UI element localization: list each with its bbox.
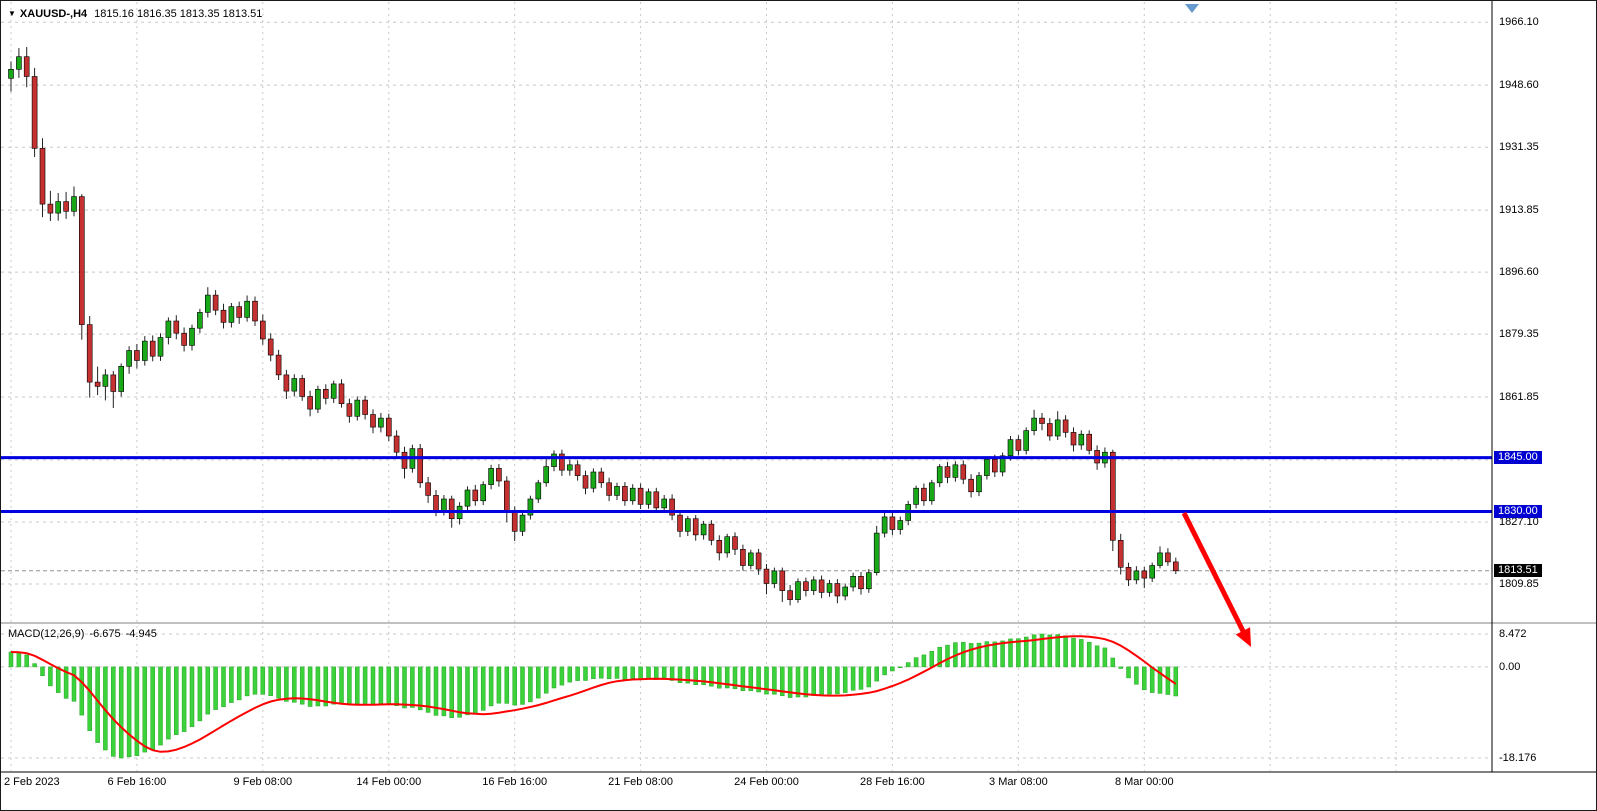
macd-axis-label: 8.472: [1499, 628, 1527, 640]
trend-arrow[interactable]: [1181, 511, 1251, 647]
time-axis-label: 6 Feb 16:00: [107, 776, 167, 788]
time-axis-label: 28 Feb 16:00: [859, 776, 925, 788]
price-axis-label: 1913.85: [1499, 204, 1539, 217]
indicator-label: MACD(12,26,9) -6.675 -4.945: [8, 628, 162, 640]
indicator-main-value: -6.675: [89, 628, 121, 640]
price-axis-label: 1931.35: [1499, 141, 1539, 154]
chart-shift-marker[interactable]: [1185, 4, 1199, 13]
chart-menu-arrow-icon[interactable]: ▼: [8, 9, 16, 18]
time-axis-label: 9 Feb 08:00: [233, 776, 293, 788]
indicator-signal-value: -4.945: [125, 628, 157, 640]
price-axis-label: 1827.10: [1499, 516, 1539, 528]
time-axis-label: 16 Feb 16:00: [482, 776, 548, 788]
price-axis-label: 1879.35: [1499, 328, 1539, 341]
vertical-grid-lines: [10, 2, 1397, 771]
time-axis-label: 2 Feb 2023: [4, 776, 60, 788]
time-axis-label: 21 Feb 08:00: [608, 776, 674, 788]
macd-histogram: [8, 633, 1179, 759]
symbol-ohlc-values: 1815.16 1816.35 1813.35 1813.51: [94, 8, 263, 20]
time-axis-label: 3 Mar 08:00: [989, 776, 1048, 788]
symbol-info-bar: ▼ XAUUSD-,H4 1815.16 1816.35 1813.35 1813.…: [8, 8, 262, 20]
time-axis-label: 8 Mar 00:00: [1114, 776, 1174, 788]
time-axis[interactable]: 2 Feb 2023 6 Feb 16:00 9 Feb 08:00 14 Feb 0…: [1, 773, 1492, 797]
price-axis-label: 1948.60: [1499, 79, 1539, 92]
symbol-name: XAUUSD-,H4: [19, 8, 88, 20]
macd-axis-label: -18.176: [1499, 752, 1537, 764]
price-axis[interactable]: 1966.10 1948.60 1931.35 1913.85 1896.60 1879.…: [1493, 1, 1596, 771]
time-axis-label: 14 Feb 00:00: [356, 776, 422, 788]
indicator-name: MACD(12,26,9): [8, 628, 85, 640]
macd-signal-line: [10, 635, 1177, 753]
price-axis-label: 1809.85: [1499, 578, 1539, 590]
macd-axis-label: 0.00: [1499, 660, 1521, 673]
price-axis-label: 1966.10: [1499, 16, 1539, 29]
level-price-tag: 1845.00: [1494, 450, 1542, 464]
horizontal-grid-lines: [1, 21, 1492, 759]
price-axis-label: 1861.85: [1499, 391, 1539, 403]
price-axis-label: 1896.60: [1499, 266, 1539, 279]
level-lines[interactable]: [1, 456, 1492, 513]
current-price-tag: 1813.51: [1494, 563, 1542, 577]
level-price-tag: 1830.00: [1494, 504, 1542, 518]
time-axis-label: 24 Feb 00:00: [734, 776, 799, 788]
